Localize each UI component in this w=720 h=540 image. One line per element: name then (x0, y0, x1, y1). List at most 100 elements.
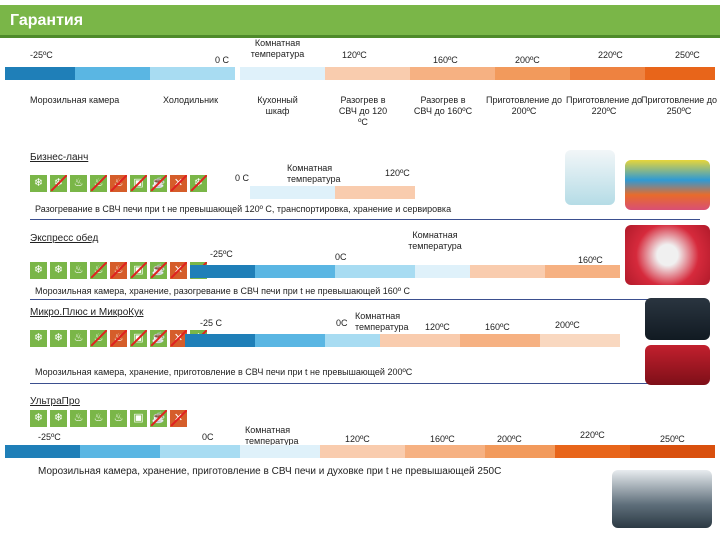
s1-temp-0: 0 C (235, 173, 250, 183)
dishwasher-icon: ▣ (130, 330, 147, 347)
micro-plus-photo (645, 298, 710, 340)
oven-icon: ♨ (90, 262, 107, 279)
s1-bar-120 (335, 186, 415, 199)
s2-bar-120 (470, 265, 545, 278)
microwave-icon: ♨ (70, 410, 87, 427)
s4-temp-200: 200ºC (497, 434, 522, 444)
freezer-icon: ❄ (50, 175, 67, 192)
temp-minus25: -25ºC (30, 50, 53, 60)
bowl-set-photo (625, 160, 710, 210)
section-title: Бизнес-ланч (30, 152, 89, 163)
s4-bar-220 (555, 445, 630, 458)
place-freezer: Морозильная камера (30, 95, 120, 105)
s4-desc: Морозильная камера, хранение, приготовле… (38, 466, 502, 477)
s2-desc: Морозильная камера, хранение, разогреван… (35, 286, 411, 296)
s3-temp-120: 120ºC (425, 322, 450, 332)
temp-250: 250ºC (675, 50, 700, 60)
temp-200: 200ºC (515, 55, 540, 65)
s3-temp-minus25: -25 C (200, 318, 223, 328)
freezer-icon: ❄ (30, 262, 47, 279)
s3-temp-0: 0C (336, 318, 348, 328)
freezer-icon: ❄ (30, 175, 47, 192)
s4-bar-cool (160, 445, 240, 458)
section-title: Экспресс обед (30, 233, 99, 244)
scale-bar-freezer (5, 67, 75, 80)
s4-temp-250: 250ºC (660, 434, 685, 444)
s4-bar-120 (320, 445, 405, 458)
dishwasher-icon: ▣ (130, 410, 147, 427)
oven-icon: ♨ (90, 410, 107, 427)
s4-temp-160: 160ºC (430, 434, 455, 444)
temp-220: 220ºC (598, 50, 623, 60)
place-mw160: Разогрев в СВЧ до 160ºC (413, 95, 473, 116)
ultrapro-photo (612, 470, 712, 528)
stove-icon: ♨ (110, 410, 127, 427)
s3-temp-room: Комнатная температура (355, 311, 409, 332)
temp-room: Комнатная температура (250, 38, 305, 59)
oven-icon: ♨ (90, 175, 107, 192)
fire-icon: ✕ (170, 262, 187, 279)
s2-bar-160 (545, 265, 620, 278)
grill-icon: ☕ (150, 175, 167, 192)
s4-temp-220: 220ºC (580, 430, 605, 440)
s2-bar-room (415, 265, 470, 278)
stove-icon: ♨ (110, 262, 127, 279)
s3-temp-200: 200ºC (555, 320, 580, 330)
steam-icon: ❄ (190, 175, 207, 192)
microwave-icon: ♨ (70, 330, 87, 347)
oven-icon: ♨ (90, 330, 107, 347)
snowflake-icon: ❄ (50, 330, 67, 347)
scale-bar-cool (150, 67, 235, 80)
s4-bar-160 (405, 445, 485, 458)
s3-desc: Морозильная камера, хранение, приготовле… (35, 367, 413, 377)
divider (30, 299, 700, 300)
freezer-icon: ❄ (30, 330, 47, 347)
scale-bar-250 (645, 67, 715, 80)
icon-row: ❄ ❄ ♨ ♨ ♨ ▣ ☕ ✕ ❄ (30, 175, 207, 192)
steamer-photo (625, 225, 710, 285)
s2-temp-room: Комнатная температура (408, 230, 462, 251)
s1-bar-room (250, 186, 335, 199)
scale-bar-fridge (75, 67, 150, 80)
dishwasher-icon: ▣ (130, 262, 147, 279)
grill-icon: ☕ (150, 410, 167, 427)
place-fridge: Холодильник (163, 95, 219, 105)
scale-bar-120 (325, 67, 410, 80)
microwave-icon: ♨ (70, 175, 87, 192)
place-cook200: Приготовление до 200ºC (485, 95, 562, 116)
s2-temp-minus25: -25ºC (210, 249, 233, 259)
microcook-photo (645, 345, 710, 385)
s3-bar-200 (540, 334, 620, 347)
snowflake-icon: ❄ (50, 262, 67, 279)
s1-temp-120: 120ºC (385, 168, 410, 178)
icon-row: ❄ ❄ ♨ ♨ ♨ ▣ ☕ ✕ (30, 410, 187, 427)
scale-bar-200 (495, 67, 570, 80)
s4-bar-room (240, 445, 320, 458)
place-cook220: Приготовление до 220ºC (565, 95, 642, 116)
scale-bar-room (240, 67, 325, 80)
place-cupboard: Кухонный шкаф (257, 95, 298, 116)
s2-temp-160: 160ºC (578, 255, 603, 265)
s3-bar-cool (325, 334, 380, 347)
stove-icon: ♨ (110, 175, 127, 192)
stove-icon: ♨ (110, 330, 127, 347)
s3-bar-160 (460, 334, 540, 347)
page-title: Гарантия (0, 5, 720, 38)
divider (30, 383, 700, 384)
place-mw120: Разогрев в СВЧ до 120 ºC (338, 95, 388, 127)
divider (30, 219, 700, 220)
fire-icon: ✕ (170, 175, 187, 192)
s1-desc: Разогревание в СВЧ печи при t не превыша… (35, 204, 452, 214)
s2-temp-0: 0C (335, 252, 347, 262)
s4-temp-0: 0C (202, 432, 214, 442)
fire-icon: ✕ (170, 410, 187, 427)
grill-icon: ☕ (150, 262, 167, 279)
s4-bar-fridge (80, 445, 160, 458)
scale-bar-220 (570, 67, 645, 80)
s4-bar-250 (630, 445, 715, 458)
s2-bar-fridge (255, 265, 335, 278)
temp-120: 120ºC (342, 50, 367, 60)
s1-temp-room: Комнатная температура (287, 163, 341, 184)
container-photo (565, 150, 615, 205)
s4-bar-200 (485, 445, 555, 458)
